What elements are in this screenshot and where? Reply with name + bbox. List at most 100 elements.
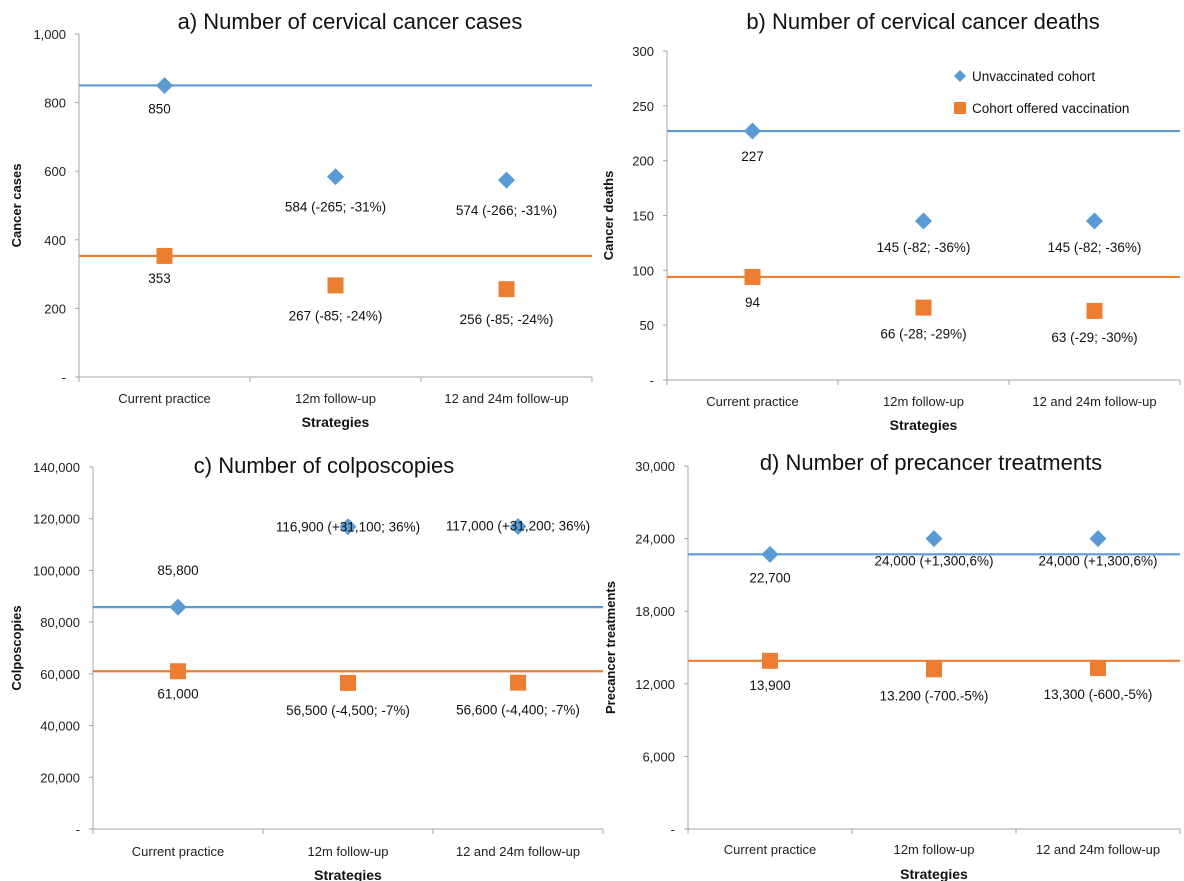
legend: Unvaccinated cohort Cohort offered vaccin… — [954, 69, 1129, 116]
chart-panel-3: c) Number of colposcopies - 20,000 40,000 60… — [9, 453, 604, 881]
x-axis-label: Strategies — [900, 866, 968, 881]
diamond-data-point — [327, 168, 344, 186]
data-label: 13,300 (-600,-5%) — [1044, 687, 1153, 702]
diamond-data-point — [509, 517, 527, 535]
y-tick-label: 20,000 — [40, 770, 80, 785]
y-tick-label: 30,000 — [635, 459, 675, 474]
data-label: 22,700 — [749, 570, 790, 585]
square-data-point — [1090, 660, 1106, 677]
y-tick-label: 400 — [44, 233, 66, 248]
x-tick-label: 12 and 24m follow-up — [1032, 394, 1156, 409]
legend-entry-label: Unvaccinated cohort — [972, 69, 1095, 84]
data-label: 56,600 (-4,400; -7%) — [456, 703, 580, 718]
data-label: 24,000 (+1,300,6%) — [1039, 554, 1158, 569]
square-data-point — [156, 247, 173, 264]
chart-panel-2: b) Number of cervical cancer deaths - 50 10… — [601, 9, 1181, 433]
data-label: 267 (-85; -24%) — [289, 308, 383, 323]
square-data-point — [926, 661, 942, 678]
y-tick-label: 250 — [632, 99, 654, 114]
y-tick-label: 12,000 — [635, 677, 675, 692]
x-tick-label: Current practice — [118, 391, 210, 406]
y-axis-label: Precancer treatments — [603, 581, 618, 714]
y-tick-label: 120,000 — [33, 512, 80, 527]
chart-title: d) Number of precancer treatments — [760, 450, 1102, 475]
diamond-data-point — [744, 122, 761, 140]
y-tick-label: 40,000 — [40, 719, 80, 734]
square-data-point — [1086, 302, 1103, 319]
y-tick-label: 800 — [44, 96, 66, 111]
y-axis-label: Cancer cases — [9, 164, 24, 248]
data-label: 353 — [148, 271, 171, 286]
data-label: 13.200 (-700.-5%) — [880, 688, 989, 703]
diamond-data-point — [1089, 530, 1107, 548]
square-data-point — [498, 281, 515, 298]
data-label: 94 — [745, 295, 761, 310]
data-label: 117,000 (+31,200; 36%) — [446, 518, 590, 533]
chart-title: c) Number of colposcopies — [194, 453, 454, 478]
diamond-data-point — [915, 212, 932, 230]
y-tick-label: 600 — [44, 164, 66, 179]
x-axis-label: Strategies — [890, 417, 958, 433]
y-tick-label: 80,000 — [40, 615, 80, 630]
data-label: 56,500 (-4,500; -7%) — [286, 703, 410, 718]
data-label: 116,900 (+31,100; 36%) — [276, 520, 420, 535]
diamond-data-point — [498, 171, 515, 189]
x-tick-label: Current practice — [706, 394, 798, 409]
data-label: 574 (-266; -31%) — [456, 203, 557, 218]
chart-panel-4: d) Number of precancer treatments - 6,000 1… — [603, 450, 1181, 881]
legend-square-swatch — [954, 102, 966, 114]
y-tick-label: - — [671, 822, 675, 837]
diamond-data-point — [156, 76, 173, 94]
diamond-data-point — [761, 545, 779, 563]
y-tick-label: 100 — [632, 263, 654, 278]
data-label: 145 (-82; -36%) — [877, 240, 971, 255]
legend-entry-label: Cohort offered vaccination — [972, 101, 1129, 116]
y-tick-label: 140,000 — [33, 460, 80, 475]
square-data-point — [510, 674, 526, 691]
chart-panel-1: a) Number of cervical cancer cases - 200 40… — [9, 9, 593, 430]
y-tick-label: 50 — [640, 318, 654, 333]
data-label: 850 — [148, 101, 171, 116]
square-data-point — [170, 663, 186, 680]
y-tick-label: 1,000 — [33, 27, 66, 42]
data-label: 63 (-29; -30%) — [1051, 330, 1137, 345]
y-axis-label: Colposcopies — [9, 605, 24, 690]
chart-title: a) Number of cervical cancer cases — [178, 9, 523, 34]
x-axis-label: Strategies — [302, 414, 370, 430]
data-label: 13,900 — [749, 678, 790, 693]
chart-title: b) Number of cervical cancer deaths — [746, 9, 1099, 34]
y-tick-label: 60,000 — [40, 667, 80, 682]
x-tick-label: Current practice — [724, 842, 816, 857]
y-tick-label: 6,000 — [642, 749, 675, 764]
x-axis-label: Strategies — [314, 867, 382, 881]
y-tick-label: 100,000 — [33, 563, 80, 578]
x-tick-label: 12m follow-up — [883, 394, 964, 409]
x-tick-label: 12m follow-up — [894, 842, 975, 857]
data-label: 145 (-82; -36%) — [1048, 240, 1142, 255]
square-data-point — [744, 268, 761, 285]
x-tick-label: 12m follow-up — [308, 844, 389, 859]
diamond-data-point — [339, 518, 357, 536]
data-label: 584 (-265; -31%) — [285, 200, 386, 215]
y-axis-label: Cancer deaths — [601, 171, 616, 261]
x-tick-label: 12 and 24m follow-up — [456, 844, 580, 859]
diamond-data-point — [169, 598, 187, 616]
x-tick-label: 12 and 24m follow-up — [1036, 842, 1160, 857]
y-tick-label: 24,000 — [635, 532, 675, 547]
y-tick-label: 150 — [632, 209, 654, 224]
y-tick-label: - — [650, 373, 654, 388]
y-tick-label: 300 — [632, 44, 654, 59]
y-tick-label: 200 — [632, 154, 654, 169]
square-data-point — [762, 652, 778, 669]
legend-diamond-swatch — [954, 70, 966, 82]
square-data-point — [340, 674, 356, 691]
y-tick-label: 200 — [44, 301, 66, 316]
data-label: 24,000 (+1,300,6%) — [875, 554, 994, 569]
y-tick-label: - — [76, 822, 80, 837]
x-tick-label: 12m follow-up — [295, 391, 376, 406]
y-tick-label: 18,000 — [635, 604, 675, 619]
data-label: 66 (-28; -29%) — [880, 327, 966, 342]
data-label: 256 (-85; -24%) — [460, 312, 554, 327]
y-tick-label: - — [62, 370, 66, 385]
